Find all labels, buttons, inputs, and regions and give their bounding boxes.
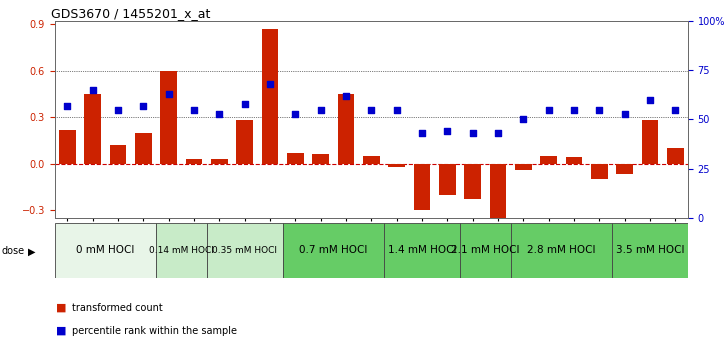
Point: [188, 107, 199, 113]
Point: [112, 107, 124, 113]
Text: ■: ■: [56, 303, 66, 313]
Bar: [207, 223, 282, 278]
Bar: [186, 159, 202, 164]
Point: [61, 103, 73, 109]
Point: [568, 107, 579, 113]
Text: 0.14 mM HOCl: 0.14 mM HOCl: [149, 246, 214, 255]
Bar: [591, 164, 608, 179]
Point: [264, 81, 276, 87]
Bar: [160, 71, 177, 164]
Text: 3.5 mM HOCl: 3.5 mM HOCl: [616, 245, 684, 256]
Bar: [261, 29, 278, 164]
Bar: [641, 120, 658, 164]
Bar: [312, 154, 329, 164]
Point: [416, 130, 428, 136]
Text: 2.8 mM HOCl: 2.8 mM HOCl: [527, 245, 596, 256]
Point: [593, 107, 605, 113]
Bar: [338, 94, 355, 164]
Text: dose: dose: [1, 246, 25, 256]
Point: [441, 129, 453, 134]
Bar: [490, 164, 506, 218]
Bar: [515, 164, 531, 170]
Point: [290, 111, 301, 116]
Point: [138, 103, 149, 109]
Bar: [237, 120, 253, 164]
Bar: [287, 153, 304, 164]
Bar: [617, 164, 633, 175]
Bar: [612, 223, 688, 278]
Text: 0.35 mM HOCl: 0.35 mM HOCl: [212, 246, 277, 255]
Bar: [84, 94, 101, 164]
Bar: [363, 156, 379, 164]
Text: 0.7 mM HOCl: 0.7 mM HOCl: [299, 245, 368, 256]
Bar: [211, 159, 228, 164]
Bar: [439, 164, 456, 194]
Text: 1.4 mM HOCl: 1.4 mM HOCl: [388, 245, 456, 256]
Text: ■: ■: [56, 326, 66, 336]
Text: transformed count: transformed count: [72, 303, 163, 313]
Point: [340, 93, 352, 99]
Bar: [156, 223, 207, 278]
Bar: [55, 223, 156, 278]
Point: [467, 130, 478, 136]
Point: [213, 111, 225, 116]
Point: [163, 91, 175, 97]
Point: [644, 97, 656, 103]
Bar: [540, 156, 557, 164]
Bar: [460, 223, 510, 278]
Text: ▶: ▶: [28, 246, 35, 256]
Point: [543, 107, 555, 113]
Bar: [510, 223, 612, 278]
Point: [239, 101, 250, 107]
Point: [619, 111, 630, 116]
Bar: [667, 148, 684, 164]
Point: [670, 107, 681, 113]
Point: [492, 130, 504, 136]
Point: [87, 87, 98, 93]
Text: percentile rank within the sample: percentile rank within the sample: [72, 326, 237, 336]
Bar: [59, 130, 76, 164]
Bar: [282, 223, 384, 278]
Bar: [135, 133, 151, 164]
Point: [391, 107, 403, 113]
Text: 2.1 mM HOCl: 2.1 mM HOCl: [451, 245, 520, 256]
Bar: [464, 164, 481, 199]
Point: [518, 116, 529, 122]
Bar: [388, 164, 405, 167]
Bar: [384, 223, 460, 278]
Text: GDS3670 / 1455201_x_at: GDS3670 / 1455201_x_at: [52, 7, 211, 20]
Bar: [566, 158, 582, 164]
Bar: [110, 145, 126, 164]
Point: [314, 107, 326, 113]
Text: 0 mM HOCl: 0 mM HOCl: [76, 245, 135, 256]
Point: [365, 107, 377, 113]
Bar: [414, 164, 430, 210]
